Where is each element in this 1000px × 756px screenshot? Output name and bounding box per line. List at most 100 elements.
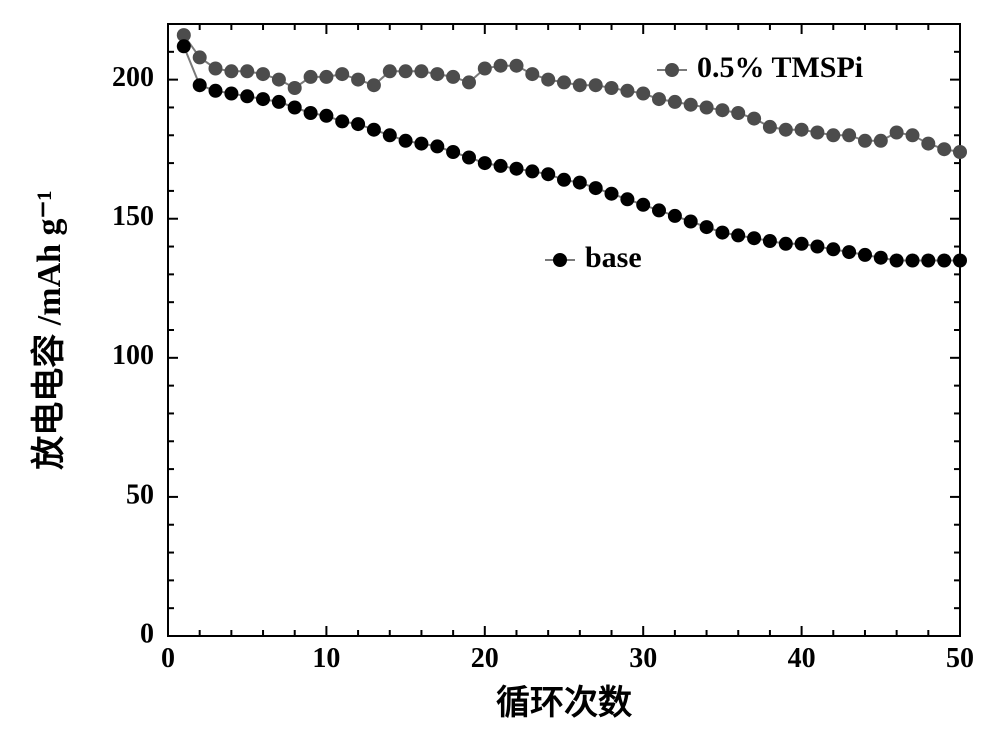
series-marker-tmspi: [446, 70, 460, 84]
plot-border: [168, 24, 960, 636]
series-marker-tmspi: [510, 59, 524, 73]
series-marker-tmspi: [335, 67, 349, 81]
series-marker-base: [937, 254, 951, 268]
series-marker-tmspi: [272, 73, 286, 87]
series-marker-base: [668, 209, 682, 223]
x-tick-label: 40: [788, 643, 816, 674]
series-marker-base: [573, 176, 587, 190]
series-marker-tmspi: [636, 87, 650, 101]
series-marker-base: [842, 245, 856, 259]
series-marker-tmspi: [668, 95, 682, 109]
series-marker-tmspi: [652, 92, 666, 106]
chart-svg: 01020304050050100150200循环次数放电电容 /mAh g⁻¹…: [0, 0, 1000, 756]
y-tick-label: 50: [126, 479, 154, 510]
series-marker-base: [193, 78, 207, 92]
series-marker-tmspi: [921, 137, 935, 151]
legend-label-tmspi: 0.5% TMSPi: [697, 51, 863, 84]
series-marker-base: [240, 89, 254, 103]
series-marker-tmspi: [731, 106, 745, 120]
series-marker-base: [684, 215, 698, 229]
series-marker-tmspi: [589, 78, 603, 92]
discharge-capacity-chart: 01020304050050100150200循环次数放电电容 /mAh g⁻¹…: [0, 0, 1000, 756]
y-axis-title: 放电电容 /mAh g⁻¹: [30, 190, 68, 469]
series-marker-base: [652, 203, 666, 217]
series-marker-tmspi: [351, 73, 365, 87]
y-tick-label: 0: [140, 618, 154, 649]
series-marker-base: [605, 187, 619, 201]
series-marker-base: [779, 237, 793, 251]
series-marker-tmspi: [478, 62, 492, 76]
series-marker-base: [367, 123, 381, 137]
series-marker-base: [494, 159, 508, 173]
series-marker-base: [700, 220, 714, 234]
series-marker-base: [874, 251, 888, 265]
legend-marker-tmspi: [665, 63, 679, 77]
series-marker-base: [541, 167, 555, 181]
series-marker-tmspi: [858, 134, 872, 148]
x-tick-label: 0: [161, 643, 175, 674]
series-marker-tmspi: [795, 123, 809, 137]
series-marker-base: [383, 128, 397, 142]
y-tick-label: 200: [112, 62, 154, 93]
series-marker-base: [462, 151, 476, 165]
series-marker-base: [890, 254, 904, 268]
series-marker-base: [414, 137, 428, 151]
series-marker-base: [209, 84, 223, 98]
series-marker-tmspi: [620, 84, 634, 98]
series-marker-tmspi: [700, 101, 714, 115]
series-marker-base: [510, 162, 524, 176]
series-marker-tmspi: [826, 128, 840, 142]
series-marker-base: [636, 198, 650, 212]
series-marker-tmspi: [541, 73, 555, 87]
series-marker-tmspi: [937, 142, 951, 156]
series-marker-base: [256, 92, 270, 106]
series-marker-tmspi: [383, 64, 397, 78]
series-marker-tmspi: [953, 145, 967, 159]
series-marker-base: [430, 139, 444, 153]
series-marker-tmspi: [319, 70, 333, 84]
series-marker-base: [446, 145, 460, 159]
series-marker-tmspi: [874, 134, 888, 148]
series-marker-tmspi: [288, 81, 302, 95]
series-marker-base: [906, 254, 920, 268]
series-marker-base: [319, 109, 333, 123]
series-marker-base: [921, 254, 935, 268]
series-marker-base: [399, 134, 413, 148]
series-marker-tmspi: [842, 128, 856, 142]
legend-label-base: base: [585, 241, 642, 274]
series-marker-base: [525, 164, 539, 178]
y-tick-label: 100: [112, 340, 154, 371]
y-tick-label: 150: [112, 201, 154, 232]
series-marker-tmspi: [224, 64, 238, 78]
series-marker-tmspi: [779, 123, 793, 137]
series-marker-tmspi: [240, 64, 254, 78]
series-marker-base: [731, 228, 745, 242]
series-marker-tmspi: [430, 67, 444, 81]
series-marker-base: [272, 95, 286, 109]
x-axis-title: 循环次数: [496, 684, 632, 722]
series-marker-tmspi: [906, 128, 920, 142]
series-marker-tmspi: [256, 67, 270, 81]
series-marker-tmspi: [367, 78, 381, 92]
series-marker-tmspi: [494, 59, 508, 73]
series-marker-tmspi: [747, 112, 761, 126]
series-marker-tmspi: [414, 64, 428, 78]
series-marker-base: [810, 240, 824, 254]
x-tick-label: 10: [312, 643, 340, 674]
series-marker-base: [858, 248, 872, 262]
series-marker-tmspi: [684, 98, 698, 112]
series-marker-tmspi: [193, 50, 207, 64]
series-marker-tmspi: [304, 70, 318, 84]
series-marker-tmspi: [462, 75, 476, 89]
series-marker-base: [557, 173, 571, 187]
series-marker-base: [747, 231, 761, 245]
legend-marker-base: [553, 253, 567, 267]
series-marker-tmspi: [525, 67, 539, 81]
series-marker-base: [795, 237, 809, 251]
series-marker-base: [304, 106, 318, 120]
series-marker-tmspi: [715, 103, 729, 117]
series-marker-base: [335, 114, 349, 128]
series-marker-base: [478, 156, 492, 170]
x-tick-label: 20: [471, 643, 499, 674]
series-marker-base: [224, 87, 238, 101]
